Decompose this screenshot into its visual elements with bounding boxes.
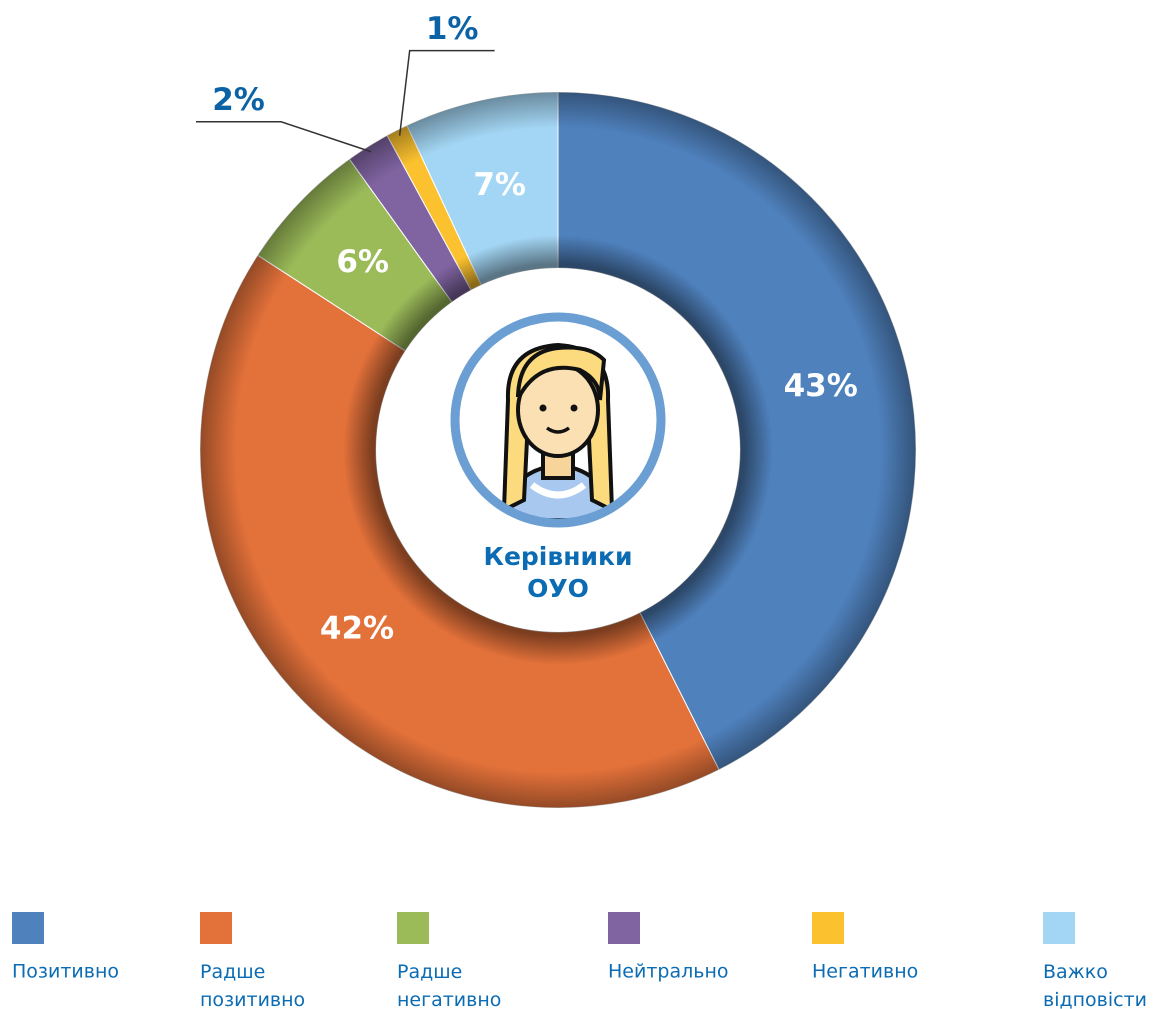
legend-swatch (608, 912, 640, 944)
value-label: 1% (426, 11, 479, 47)
legend-swatch (1043, 912, 1075, 944)
value-label: 6% (336, 244, 389, 280)
legend-swatch (12, 912, 44, 944)
value-label: 2% (212, 82, 265, 118)
legend-swatch (200, 912, 232, 944)
legend-label: Радше негативно (397, 961, 501, 1009)
legend-label: Позитивно (12, 961, 119, 983)
legend-label: Нейтрально (608, 961, 729, 983)
center-label: ОУО (527, 574, 589, 603)
center-label: Керівники (484, 542, 633, 571)
legend-swatch (812, 912, 844, 944)
legend-label: Радше позитивно (200, 961, 305, 1009)
leader-line (398, 49, 495, 136)
legend-label: Негативно (812, 961, 918, 983)
legend-swatch (397, 912, 429, 944)
legend-label: Важко відповісти (1043, 961, 1147, 1009)
value-label: 42% (320, 611, 394, 647)
value-label: 43% (784, 368, 858, 404)
avatar (450, 312, 666, 528)
value-label: 7% (473, 167, 526, 203)
leader-line (196, 120, 372, 153)
